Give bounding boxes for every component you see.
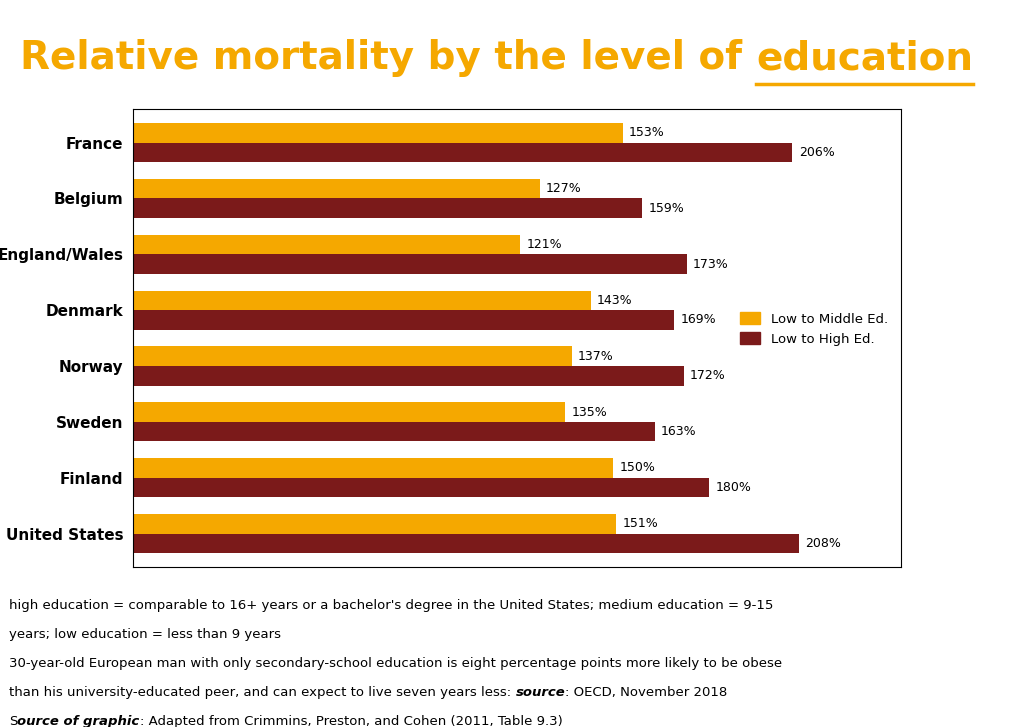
Text: 137%: 137% <box>578 350 613 363</box>
Bar <box>133 366 684 385</box>
Bar <box>133 198 642 218</box>
Text: than his university-educated peer, and can expect to live seven years less:: than his university-educated peer, and c… <box>9 686 515 699</box>
Text: 150%: 150% <box>620 462 655 475</box>
Bar <box>133 422 654 441</box>
Text: 173%: 173% <box>693 257 729 270</box>
Text: 169%: 169% <box>680 313 716 326</box>
Bar <box>133 179 540 198</box>
Bar <box>133 142 793 162</box>
Text: 151%: 151% <box>623 518 658 530</box>
Text: 208%: 208% <box>805 537 841 550</box>
Text: high education = comparable to 16+ years or a bachelor's degree in the United St: high education = comparable to 16+ years… <box>9 599 773 612</box>
Text: 30-year-old European man with only secondary-school education is eight percentag: 30-year-old European man with only secon… <box>9 657 782 670</box>
Text: 180%: 180% <box>716 481 752 494</box>
Bar <box>133 478 709 497</box>
Text: source: source <box>515 686 565 699</box>
Text: 206%: 206% <box>799 146 835 158</box>
Text: : OECD, November 2018: : OECD, November 2018 <box>565 686 727 699</box>
Bar <box>133 534 799 553</box>
Text: years; low education = less than 9 years: years; low education = less than 9 years <box>9 628 281 641</box>
Bar <box>133 235 520 254</box>
Text: ource of graphic: ource of graphic <box>17 715 139 727</box>
Bar <box>133 458 613 478</box>
Text: 135%: 135% <box>571 406 607 419</box>
Bar <box>133 291 591 310</box>
Text: 159%: 159% <box>648 201 684 214</box>
Bar <box>133 347 571 366</box>
Text: Relative mortality by the level of: Relative mortality by the level of <box>20 39 756 77</box>
Text: 163%: 163% <box>662 425 696 438</box>
Bar <box>133 254 687 274</box>
Text: 121%: 121% <box>526 238 562 251</box>
Text: 127%: 127% <box>546 182 582 195</box>
Bar <box>133 123 623 142</box>
Text: 143%: 143% <box>597 294 633 307</box>
Text: 172%: 172% <box>690 369 726 382</box>
Text: : Adapted from Crimmins, Preston, and Cohen (2011, Table 9.3): : Adapted from Crimmins, Preston, and Co… <box>139 715 562 727</box>
Bar <box>133 310 674 329</box>
Text: S: S <box>9 715 17 727</box>
Text: education: education <box>756 39 973 77</box>
Text: 153%: 153% <box>629 126 665 140</box>
Legend: Low to Middle Ed., Low to High Ed.: Low to Middle Ed., Low to High Ed. <box>734 305 895 352</box>
Bar <box>133 402 565 422</box>
Bar <box>133 514 616 534</box>
